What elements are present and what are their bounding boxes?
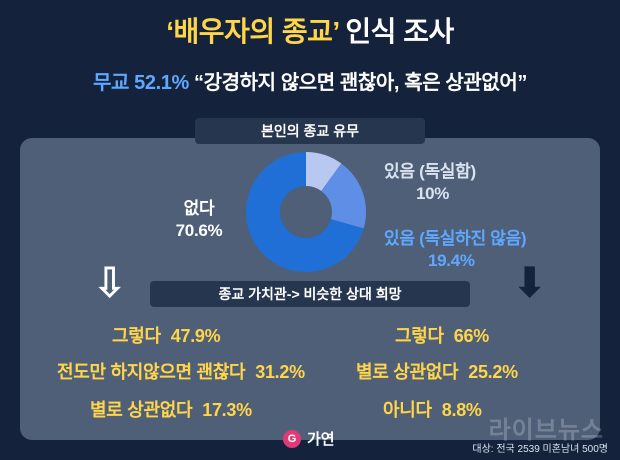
pie-slice-devout	[306, 152, 342, 191]
right-item-3-text: 아니다	[383, 400, 432, 420]
subtitle-quote: “강경하지 않으면 괜찮아, 혹은 상관없어”	[188, 72, 527, 94]
pie-label-nondevout-value: 19.4%	[428, 251, 475, 270]
watermark: 라이브뉴스	[488, 417, 604, 444]
section-label-values: 종교 가치관-> 비슷한 상대 희망	[150, 281, 470, 307]
pie-label-nondevout: 있음 (독실하진 않음) 19.4%	[384, 228, 604, 272]
down-arrow-icon: ⬇	[512, 259, 548, 306]
footer-logo: G 가연	[283, 428, 335, 449]
logo-icon: G	[283, 429, 301, 448]
pie-label-none-name: 없다	[183, 199, 215, 218]
left-list-item-1: 그렇다 47.9%	[112, 322, 221, 348]
pie-label-devout: 있음 (독실함) 10%	[384, 161, 544, 205]
pie-chart	[243, 149, 369, 275]
pie-slice-none	[246, 152, 364, 272]
right-list-item-2: 별로 상관없다 25.2%	[356, 358, 518, 384]
pie-label-devout-value: 10%	[416, 184, 450, 203]
left-list-item-2: 전도만 하지않으면 괜찮다 31.2%	[57, 358, 305, 384]
left-item-1-value: 47.9%	[170, 326, 221, 346]
title-highlight: ‘배우자의 종교’	[166, 16, 339, 47]
right-item-1-text: 그렇다	[395, 326, 444, 346]
left-item-3-text: 별로 상관없다	[90, 400, 193, 420]
logo-text: 가연	[307, 431, 335, 448]
right-list-item-1: 그렇다 66%	[395, 322, 489, 348]
right-item-2-value: 25.2%	[468, 362, 518, 382]
subtitle-percent: 무교 52.1%	[92, 72, 189, 94]
subtitle: 무교 52.1% “강경하지 않으면 괜찮아, 혹은 상관없어”	[0, 66, 620, 95]
section-label-religion: 본인의 종교 유무	[195, 118, 425, 144]
left-item-1-text: 그렇다	[112, 326, 161, 346]
pie-slice-nondevout	[321, 163, 366, 229]
pie-label-none-value: 70.6%	[175, 221, 223, 240]
title-rest: 인식 조사	[338, 16, 454, 47]
footnote: 대상: 전국 2539 미혼남녀 500명	[472, 444, 608, 455]
pie-label-none: 없다 70.6%	[154, 198, 244, 242]
right-list-item-3: 아니다 8.8%	[383, 396, 482, 422]
left-item-2-text: 전도만 하지않으면 괜찮다	[57, 362, 246, 382]
right-item-1-value: 66%	[453, 326, 489, 346]
left-list-item-3: 별로 상관없다 17.3%	[90, 396, 252, 422]
right-item-3-value: 8.8%	[441, 400, 482, 420]
pie-label-nondevout-name: 있음 (독실하진 않음)	[384, 229, 527, 248]
down-arrow-icon: ⇩	[92, 259, 128, 306]
left-item-2-value: 31.2%	[255, 362, 305, 382]
right-item-2-text: 별로 상관없다	[356, 362, 459, 382]
page-title: ‘배우자의 종교’ 인식 조사	[0, 10, 620, 50]
pie-label-devout-name: 있음 (독실함)	[384, 162, 476, 181]
left-item-3-value: 17.3%	[202, 400, 252, 420]
pie-svg	[246, 152, 366, 272]
